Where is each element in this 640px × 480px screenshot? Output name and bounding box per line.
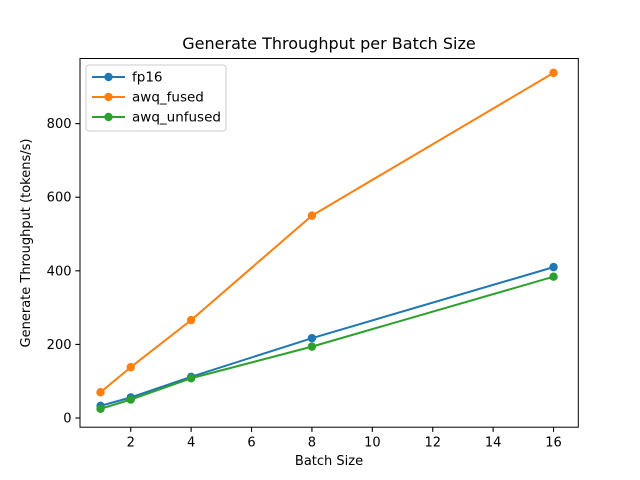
- y-tick-label: 400: [47, 264, 72, 279]
- series-marker-awq_fused: [549, 68, 558, 78]
- x-tick-label: 16: [545, 436, 562, 451]
- x-tick-label: 6: [247, 436, 255, 451]
- series-marker-awq_fused: [96, 388, 105, 397]
- x-tick-label: 10: [364, 436, 381, 451]
- legend-item-label: awq_fused: [132, 90, 204, 106]
- legend-item-label: fp16: [132, 70, 163, 86]
- x-tick-label: 14: [485, 436, 502, 451]
- series-marker-fp16: [307, 333, 317, 343]
- legend-marker-sample: [104, 72, 113, 82]
- chart-title: Generate Throughput per Batch Size: [182, 34, 475, 53]
- x-axis-label: Batch Size: [295, 454, 363, 469]
- y-tick-label: 0: [63, 412, 71, 427]
- series-marker-awq_fused: [307, 211, 317, 220]
- legend-marker-sample: [104, 92, 113, 102]
- series-marker-awq_unfused: [186, 374, 196, 383]
- series-marker-awq_unfused: [96, 404, 105, 414]
- y-tick-label: 600: [47, 191, 72, 206]
- series-marker-awq_unfused: [549, 272, 558, 281]
- plot-area: 2 4 6 8 10 12 14 16 0 200 400 600 800 fp16 awq_fusedaw…: [47, 58, 579, 451]
- series-marker-awq_fused: [126, 363, 135, 372]
- y-tick-label: 200: [47, 338, 72, 353]
- y-axis-label: Generate Throughput (tokens/s): [19, 139, 34, 348]
- legend-marker-sample: [104, 112, 113, 122]
- legend-box: [85, 64, 227, 132]
- x-tick-label: 2: [127, 436, 135, 451]
- x-tick-label: 8: [308, 436, 316, 451]
- series-marker-awq_unfused: [307, 342, 317, 351]
- x-tick-label: 4: [187, 436, 195, 451]
- series-marker-awq_unfused: [126, 395, 135, 404]
- legend-item-label: awq_unfused: [132, 110, 221, 126]
- y-tick-label: 800: [47, 117, 72, 132]
- series-marker-fp16: [549, 262, 558, 272]
- legend: fp16 awq_fused awq_unfused: [85, 64, 227, 132]
- series-marker-awq_fused: [186, 315, 196, 325]
- x-tick-label: 12: [424, 436, 441, 451]
